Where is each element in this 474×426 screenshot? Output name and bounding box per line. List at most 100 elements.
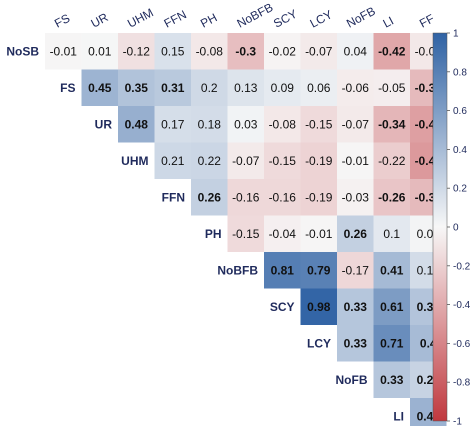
heatmap-cell [264,106,301,143]
cell-value-label: 0.79 [307,263,331,277]
heatmap-cell [45,33,82,70]
cell-value-label: -0.02 [269,44,297,58]
heatmap-cell [227,106,264,143]
cell-value-label: -0.08 [269,117,297,131]
cell-value-label: -0.01 [305,227,333,241]
cell-value-label: 0.4 [420,336,437,350]
column-label-fs: FS [52,11,72,31]
colorbar-tick-label: 0.2 [453,184,467,195]
column-label-nobfb: NoBFB [235,0,276,31]
row-label-li: LI [393,409,404,423]
column-label-ur: UR [89,10,111,31]
heatmap-cell [337,69,374,106]
heatmap-cell [337,33,374,70]
cell-value-label: -0.17 [342,263,370,277]
colorbar-tick-label: 0.4 [453,145,467,156]
heatmap-cell [373,252,410,289]
column-label-ff: FF [417,11,437,30]
cell-value-label: 0.13 [234,81,258,95]
heatmap-cell [227,215,264,252]
cell-value-label: 0.45 [88,81,112,95]
row-label-nofb: NoFB [336,373,368,387]
cell-value-label: -0.01 [50,44,78,58]
row-label-fs: FS [60,81,75,95]
heatmap-cell [264,215,301,252]
heatmap-cell [227,69,264,106]
cell-value-label: 0.31 [161,81,185,95]
colorbar-tick-label: 1 [453,29,459,40]
cell-value-label: -0.34 [378,117,406,131]
heatmap-cell [227,33,264,70]
heatmap-cell [373,69,410,106]
cell-value-label: 0.81 [271,263,295,277]
cell-value-label: -0.19 [305,154,333,168]
heatmap-cell [264,142,301,179]
heatmap-cell [191,33,228,70]
heatmap-cell [300,215,337,252]
heatmap-cell [373,106,410,143]
cell-value-label: 0.15 [161,44,185,58]
cell-value-label: 0.21 [161,154,185,168]
row-label-nosb: NoSB [6,44,39,58]
cell-value-label: 0.35 [125,81,149,95]
heatmap-cell [154,142,191,179]
cell-value-label: -0.22 [378,154,406,168]
cell-value-label: 0.26 [198,190,222,204]
heatmap-cell [300,252,337,289]
column-label-nofb: NoFB [344,4,378,31]
row-label-ur: UR [95,117,113,131]
cell-value-label: -0.15 [269,154,297,168]
column-label-scy: SCY [271,7,299,31]
cell-value-label: 0.26 [344,227,368,241]
colorbar: 1 0.8 0.6 0.4 0.2 0 -0.2 -0.4 -0.6 -0.8 -1 [432,29,471,426]
cell-value-label: 0.09 [271,81,295,95]
heatmap-cell [118,33,155,70]
heatmap-cells: -0.01 0.01 -0.12 0.15 -0.08 -0.3 -0.02 -0.07 0.0… [45,33,447,426]
row-label-nobfb: NoBFB [217,263,258,277]
colorbar-tick-label: 0 [453,223,459,234]
cell-value-label: -0.04 [269,227,297,241]
cell-value-label: -0.07 [232,154,260,168]
cell-value-label: -0.3 [235,44,256,58]
heatmap-cell [264,69,301,106]
heatmap-cell [154,33,191,70]
cell-value-label: -0.08 [196,44,224,58]
cell-value-label: -0.15 [232,227,260,241]
cell-value-label: 0.01 [88,44,112,58]
column-label-uhm: UHM [125,5,156,30]
colorbar-tick-label: -0.4 [453,300,471,311]
heatmap-cell [118,69,155,106]
heatmap-cell [337,142,374,179]
cell-value-label: -0.26 [378,190,406,204]
cell-value-label: -0.12 [123,44,151,58]
heatmap-cell [227,142,264,179]
cell-value-label: 0.98 [307,300,331,314]
heatmap-cell [373,215,410,252]
heatmap-cell [373,288,410,325]
cell-value-label: 0.2 [201,81,218,95]
heatmap-cell [81,69,118,106]
heatmap-cell [191,179,228,216]
heatmap-cell [373,179,410,216]
heatmap-cell [337,215,374,252]
colorbar-gradient [432,32,448,422]
cell-value-label: -0.01 [342,154,370,168]
column-label-lcy: LCY [308,7,335,30]
heatmap-cell [300,288,337,325]
cell-value-label: 0.06 [307,81,331,95]
heatmap-cell [300,33,337,70]
cell-value-label: -0.19 [305,190,333,204]
heatmap-cell [300,142,337,179]
colorbar-tick-label: -0.6 [453,339,471,350]
row-label-lcy: LCY [307,336,331,350]
heatmap-cell [373,325,410,362]
cell-value-label: 0.71 [380,336,404,350]
colorbar-tick-label: -0.2 [453,261,471,272]
cell-value-label: 0.17 [161,117,185,131]
cell-value-label: 0.48 [125,117,149,131]
column-label-li: LI [381,14,396,31]
heatmap-cell [337,179,374,216]
cell-value-label: 0.61 [380,300,404,314]
